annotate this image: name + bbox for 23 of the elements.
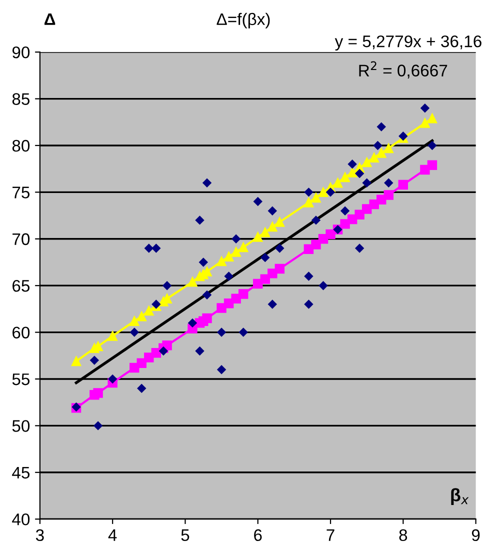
y-tick-label: 80 xyxy=(12,140,30,152)
y-tick-label: 50 xyxy=(12,420,30,432)
x-axis-title: β$_{x}$ xyxy=(451,488,469,505)
chart-title: Δ=f(βx) xyxy=(216,12,270,28)
y-tick-label: 55 xyxy=(12,374,30,386)
x-tick-label: 5 xyxy=(181,529,190,542)
x-tick-label: 8 xyxy=(399,529,408,542)
x-tick-label: 7 xyxy=(326,529,334,541)
x-tick-label: 4 xyxy=(108,529,117,541)
annotation: R$^{2}$ = 0,6667 xyxy=(359,61,448,78)
y-tick-label: 75 xyxy=(12,186,30,198)
x-tick-label: 6 xyxy=(254,529,262,542)
y-axis-title: Δ xyxy=(44,13,56,25)
y-tick-label: 65 xyxy=(12,280,30,292)
y-tick-label: 85 xyxy=(12,93,30,105)
x-tick-label: 9 xyxy=(472,529,480,542)
x-tick-label: 3 xyxy=(36,529,44,542)
y-tick-label: 70 xyxy=(12,233,30,246)
y-tick-label: 40 xyxy=(12,514,30,526)
y-tick-label: 60 xyxy=(12,326,30,338)
y-tick-label: 45 xyxy=(12,466,30,479)
text: y = 5,2779x + 36,16 xyxy=(334,35,482,51)
y-tick-label: 90 xyxy=(12,46,30,58)
